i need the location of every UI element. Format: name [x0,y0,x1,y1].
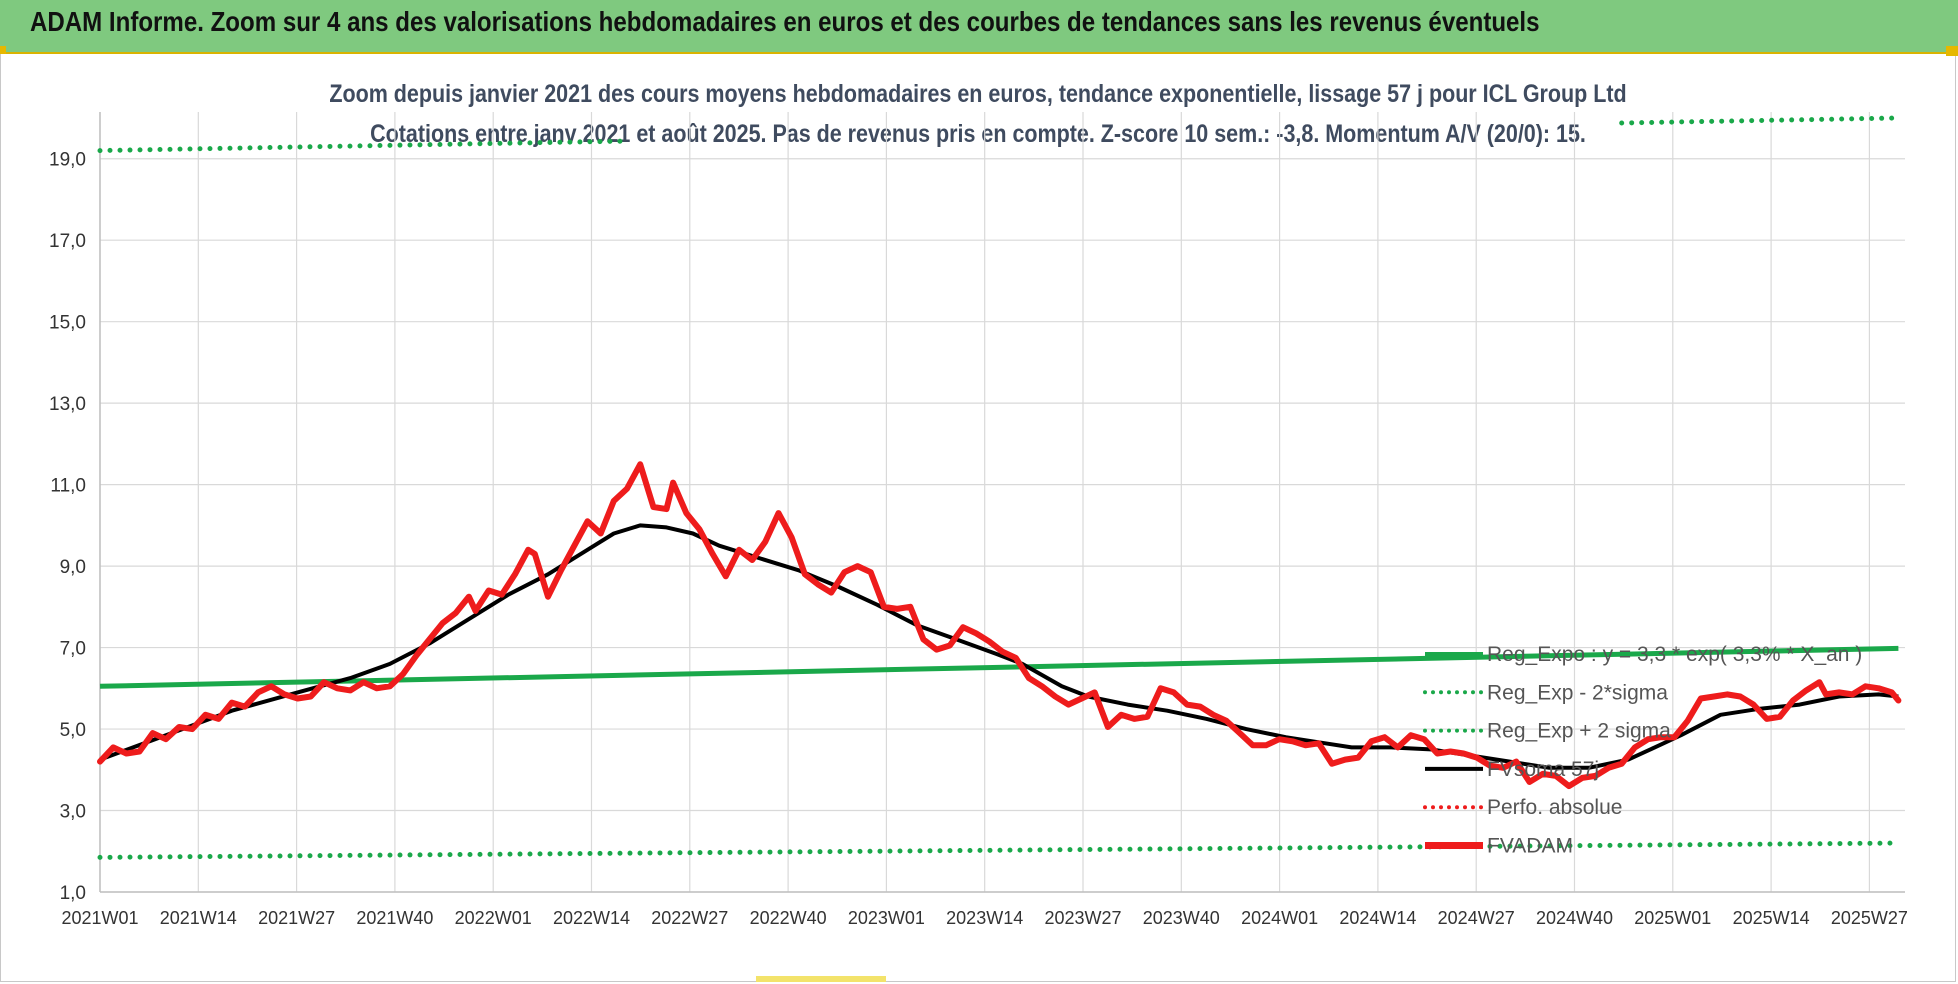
x-tick-label: 2024W01 [1241,908,1318,928]
corner-mark-right [1946,46,1958,56]
legend: Reg_Expo : y = 3,3 * exp( 3,3% * X_an ) R… [1423,643,1862,858]
legend-label: Reg_Exp + 2 sigma [1487,720,1671,743]
x-tick-label: 2024W14 [1339,908,1416,928]
legend-label: Reg_Expo : y = 3,3 * exp( 3,3% * X_an ) [1487,643,1862,666]
y-tick-label: 19,0 [49,150,86,171]
report-title: ADAM Informe. Zoom sur 4 ans des valoris… [30,6,1540,37]
corner-mark-left [0,46,6,54]
report-banner: ADAM Informe. Zoom sur 4 ans des valoris… [0,0,1958,54]
y-tick-label: 17,0 [49,231,86,252]
x-tick-label: 2021W27 [258,908,335,928]
y-tick-label: 13,0 [49,394,86,415]
legend-label: FVADAM [1487,835,1573,858]
x-tick-label: 2025W01 [1634,908,1711,928]
y-tick-label: 7,0 [60,639,86,660]
x-tick-label: 2022W27 [651,908,728,928]
y-tick-label: 15,0 [49,313,86,334]
x-tick-label: 2024W27 [1438,908,1515,928]
legend-label: Reg_Exp - 2*sigma [1487,681,1668,704]
y-tick-label: 5,0 [60,720,86,741]
chart-title: Zoom depuis janvier 2021 des cours moyen… [329,79,1626,107]
legend-label: Perfo. absolue [1487,796,1622,819]
series-reg-plus-2sigma-group [97,115,1901,154]
x-tick-label: 2023W14 [946,908,1023,928]
x-tick-label: 2025W14 [1733,908,1810,928]
x-axis: 2021W01 2021W14 2021W27 2021W40 2022W01 2022W… [61,891,1908,928]
series-reg-plus-2sigma [97,138,623,154]
y-tick-label: 11,0 [50,476,86,497]
x-tick-label: 2022W40 [750,908,827,928]
y-tick-label: 1,0 [60,883,86,904]
chart-subtitle: Cotations entre janv 2021 et août 2025. … [370,119,1586,147]
legend-label: FVsoma 57j [1487,758,1599,781]
series-reg-minus-2sigma [97,840,1901,860]
y-tick-label: 3,0 [60,802,86,823]
x-tick-label: 2024W40 [1536,908,1613,928]
series-reg-plus-2sigma [1619,115,1901,126]
x-tick-label: 2021W14 [160,908,237,928]
series-fvadam [97,461,1902,790]
y-tick-label: 9,0 [60,557,86,578]
x-tick-label: 2022W01 [455,908,532,928]
x-tick-label: 2022W14 [553,908,630,928]
x-tick-label: 2023W27 [1044,908,1121,928]
x-tick-label: 2021W01 [61,908,138,928]
grid [99,112,1905,893]
x-tick-label: 2023W01 [848,908,925,928]
x-tick-label: 2025W27 [1831,908,1908,928]
x-tick-label: 2021W40 [356,908,433,928]
series-fvsoma-57j [99,523,1899,770]
y-axis: 19,0 17,0 15,0 13,0 11,0 9,0 7,0 5,0 3,0 1,0 [49,112,101,904]
x-tick-label: 2023W40 [1143,908,1220,928]
series-layer [97,115,1902,860]
selection-mark-bottom [756,976,886,982]
